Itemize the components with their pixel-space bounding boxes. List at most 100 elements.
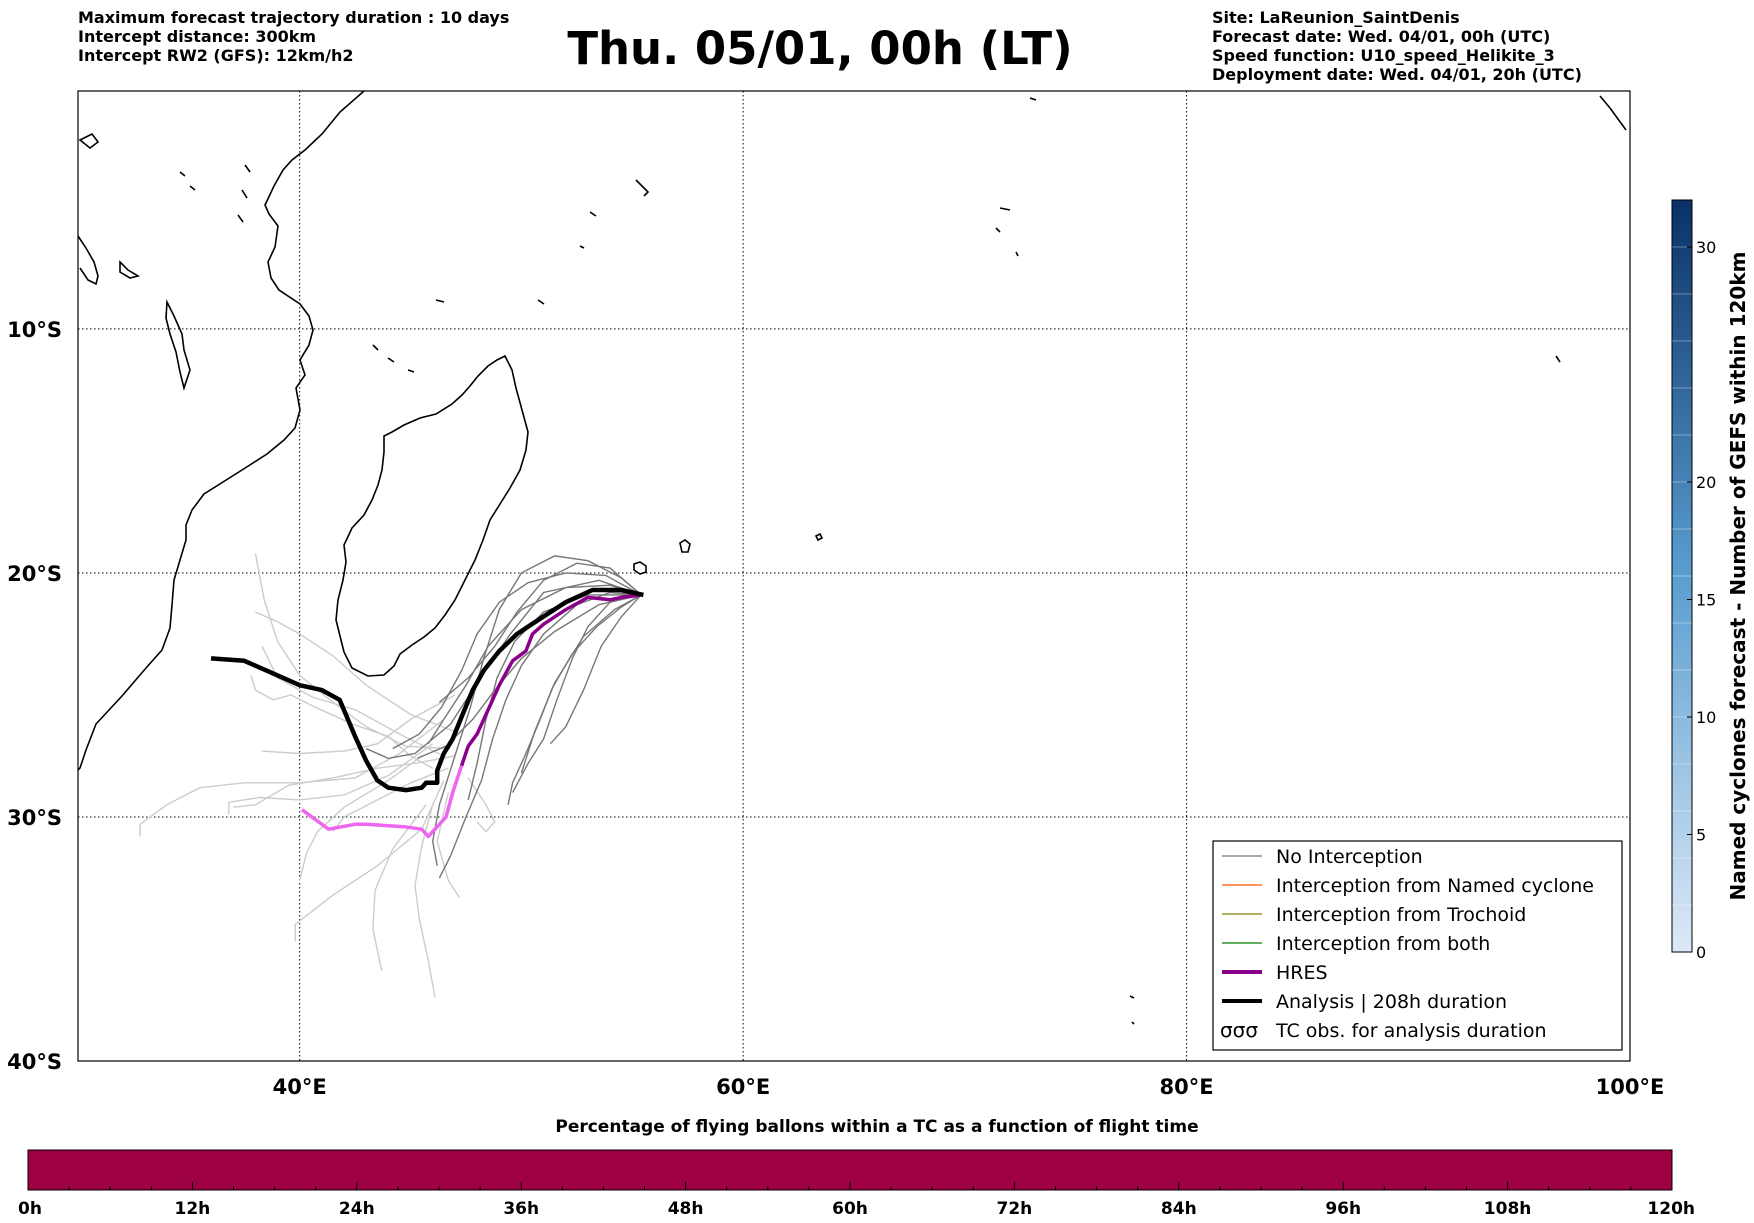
lake-tanganyika xyxy=(119,260,141,279)
map-frame xyxy=(77,90,1631,1062)
lat-label: 40°S xyxy=(7,1050,62,1074)
header-left-line-2: Intercept distance: 300km xyxy=(78,27,317,46)
lon-label: 40°E xyxy=(273,1075,327,1099)
flight-time-bar: 0h 12h 24h 36h 48h 60h 72h 84h 96h 108h 120h xyxy=(18,1149,1695,1219)
no-interception-trajectory xyxy=(511,594,642,793)
lon-label: 100°E xyxy=(1596,1075,1665,1099)
colorbar-gradient xyxy=(1671,199,1693,953)
header-left-line-3: Intercept RW2 (GFS): 12km/h2 xyxy=(78,46,354,65)
time-bar-ticks xyxy=(27,1182,1673,1190)
main-trajectories xyxy=(210,587,644,839)
colorbar-ticks: 0 5 10 15 20 30 xyxy=(1672,238,1716,962)
legend-label: Interception from both xyxy=(1276,933,1490,955)
no-interception-trajectory xyxy=(431,555,642,866)
header-right-line-2: Forecast date: Wed. 04/01, 00h (UTC) xyxy=(1212,27,1551,46)
time-label: 12h xyxy=(175,1199,211,1219)
legend: No Interception Interception from Named c… xyxy=(1212,840,1623,1051)
header-right-line-4: Deployment date: Wed. 04/01, 20h (UTC) xyxy=(1212,65,1582,84)
header-left-info: Maximum forecast trajectory duration : 1… xyxy=(78,8,509,65)
time-label: 60h xyxy=(832,1199,868,1219)
page-title: Thu. 05/01, 00h (LT) xyxy=(567,22,1073,75)
lat-label: 20°S xyxy=(7,562,62,586)
coastlines xyxy=(78,91,1627,1025)
member-trajectory xyxy=(332,767,449,833)
time-label: 72h xyxy=(997,1199,1033,1219)
colorbar-tick-label: 30 xyxy=(1696,238,1716,257)
longitude-labels: 40°E 60°E 80°E 100°E xyxy=(273,1075,1665,1099)
africa-coastline xyxy=(78,91,365,771)
hres-trajectory xyxy=(459,593,642,767)
legend-box xyxy=(1212,840,1623,1051)
mauritius-island xyxy=(679,539,691,553)
time-label: 0h xyxy=(18,1199,42,1219)
legend-items: No Interception Interception from Named c… xyxy=(1220,846,1594,1042)
legend-label: TC obs. for analysis duration xyxy=(1275,1020,1547,1042)
colorbar-tick-label: 5 xyxy=(1696,826,1706,845)
time-label: 36h xyxy=(503,1199,539,1219)
legend-label: Analysis | 208h duration xyxy=(1276,991,1507,1013)
colorbar-title: Named cyclones forecast - Number of GEFS… xyxy=(1726,252,1750,901)
time-label: 48h xyxy=(668,1199,704,1219)
no-interception-trajectory xyxy=(438,591,642,879)
zanzibar-islands xyxy=(237,164,251,223)
header-right-line-3: Speed function: U10_speed_Helikite_3 xyxy=(1212,46,1555,65)
time-bar-labels: 0h 12h 24h 36h 48h 60h 72h 84h 96h 108h 120h xyxy=(18,1199,1695,1219)
member-trajectory xyxy=(250,675,434,769)
analysis-trajectory xyxy=(210,587,644,793)
no-interception-trajectory xyxy=(507,594,642,805)
member-trajectory xyxy=(294,780,445,942)
small-islands-north xyxy=(179,171,545,305)
colorbar-tick-label: 15 xyxy=(1696,591,1716,610)
gridlines xyxy=(78,91,1630,1061)
time-label: 108h xyxy=(1484,1199,1532,1219)
member-trajectory xyxy=(436,792,460,898)
tc-symbol-icon: σσσ xyxy=(1220,1018,1258,1042)
member-trajectory xyxy=(139,718,445,837)
legend-label: Interception from Named cyclone xyxy=(1276,875,1594,897)
reunion-island xyxy=(633,561,647,575)
time-label: 84h xyxy=(1161,1199,1197,1219)
hres-trajectory-late xyxy=(300,765,464,839)
member-trajectory xyxy=(372,804,427,971)
cyclone-colorbar: 0 5 10 15 20 30 Named cyclones forecast - Num… xyxy=(1671,199,1750,962)
time-label: 96h xyxy=(1325,1199,1361,1219)
time-label: 120h xyxy=(1647,1199,1695,1219)
lat-label: 10°S xyxy=(7,318,62,342)
lon-label: 60°E xyxy=(716,1075,770,1099)
no-interception-trajectory xyxy=(427,584,642,745)
rodrigues-island xyxy=(814,532,824,542)
member-trajectory xyxy=(228,743,434,815)
member-trajectory xyxy=(233,755,456,808)
lon-label: 80°E xyxy=(1160,1075,1214,1099)
lake-malawi xyxy=(165,298,191,391)
east-africa-coastline xyxy=(78,235,99,286)
maldives-islands xyxy=(1029,95,1627,131)
comoros-islands xyxy=(372,344,415,373)
colorbar-tick-label: 0 xyxy=(1696,943,1706,962)
legend-label: HRES xyxy=(1276,962,1328,984)
latitude-labels: 10°S 20°S 30°S 40°S xyxy=(7,318,62,1074)
madagascar-coastline xyxy=(335,354,529,677)
no-interception-trajectory xyxy=(549,594,642,745)
amsterdam-islands xyxy=(1129,995,1135,1025)
header-left-line-1: Maximum forecast trajectory duration : 1… xyxy=(78,8,510,27)
no-interception-trajectory xyxy=(392,572,642,750)
no-interception-trajectory xyxy=(438,562,642,703)
colorbar-tick-label: 20 xyxy=(1696,473,1716,492)
member-trajectory xyxy=(467,777,496,833)
legend-label: Interception from Trochoid xyxy=(1276,904,1526,926)
time-bar-title: Percentage of flying ballons within a TC… xyxy=(555,1117,1199,1137)
header-right-info: Site: LaReunion_SaintDenis Forecast date… xyxy=(1212,8,1582,84)
member-trajectory xyxy=(414,804,436,998)
small-island-east xyxy=(1555,355,1561,363)
legend-label: No Interception xyxy=(1276,846,1423,868)
colorbar-tick-label: 10 xyxy=(1696,708,1716,727)
member-trajectory xyxy=(299,755,423,881)
chagos-islands xyxy=(995,207,1019,257)
lake-victoria xyxy=(78,132,100,150)
time-label: 24h xyxy=(339,1199,375,1219)
member-trajectory xyxy=(255,611,456,733)
seychelles-islands xyxy=(579,179,650,249)
header-right-line-1: Site: LaReunion_SaintDenis xyxy=(1212,8,1460,27)
